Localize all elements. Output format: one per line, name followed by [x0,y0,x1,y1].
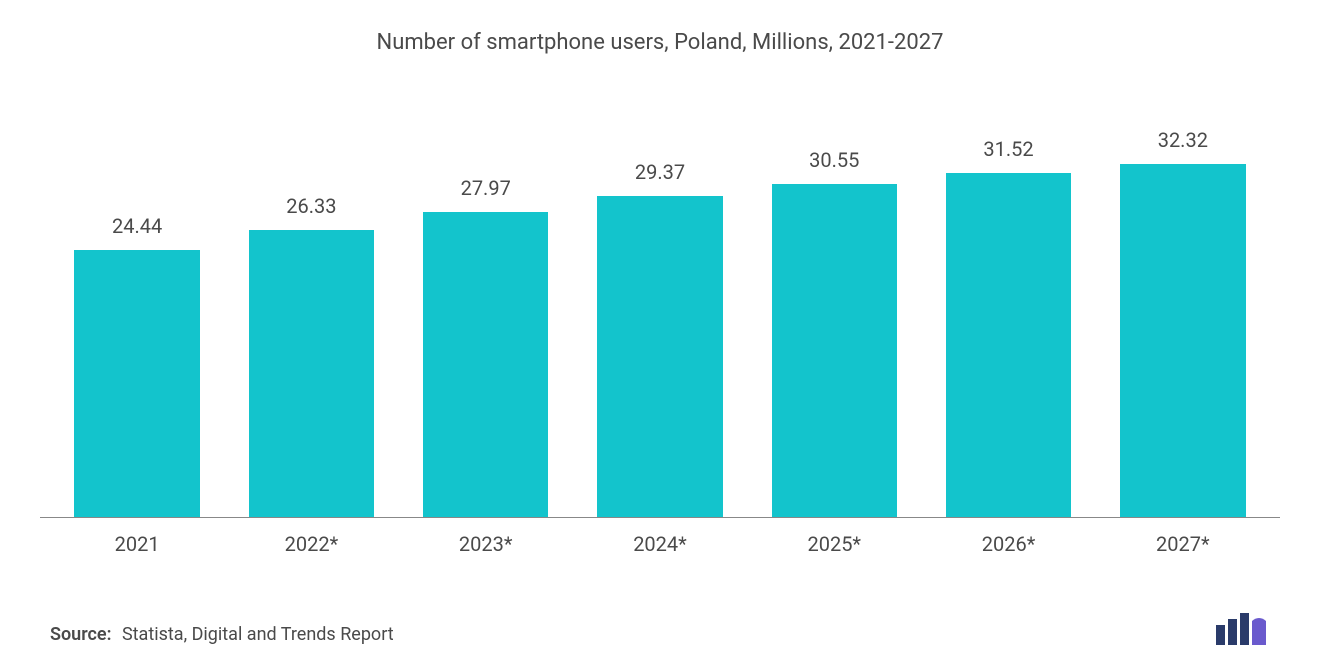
bar-value-label: 31.52 [983,137,1033,161]
chart-title: Number of smartphone users, Poland, Mill… [40,30,1280,55]
x-axis-label: 2022* [224,532,398,556]
x-axis-labels: 2021 2022* 2023* 2024* 2025* 2026* 2027* [40,526,1280,556]
x-axis-label: 2021 [50,532,224,556]
bar-group: 31.52 [921,95,1095,517]
bar [74,250,199,517]
x-axis-label: 2025* [747,532,921,556]
x-axis-label: 2023* [399,532,573,556]
bar-value-label: 24.44 [112,214,162,238]
bar-group: 24.44 [50,95,224,517]
bar-group: 27.97 [399,95,573,517]
x-axis-label: 2026* [921,532,1095,556]
mordor-logo-icon [1214,611,1270,645]
chart-plot-area: 24.44 26.33 27.97 29.37 30.55 31.52 32.3… [40,95,1280,518]
bar-value-label: 30.55 [809,148,859,172]
bar-group: 32.32 [1096,95,1270,517]
bar [946,173,1071,517]
x-axis-label: 2024* [573,532,747,556]
chart-container: Number of smartphone users, Poland, Mill… [0,0,1320,665]
source-citation: Source: Statista, Digital and Trends Rep… [50,624,394,645]
bar-group: 30.55 [747,95,921,517]
source-text: Statista, Digital and Trends Report [122,624,394,645]
bar-group: 29.37 [573,95,747,517]
bar [1120,164,1245,517]
bar-value-label: 27.97 [461,176,511,200]
bar [597,196,722,517]
bar-value-label: 29.37 [635,160,685,184]
source-label: Source: [50,624,112,645]
bar-value-label: 32.32 [1158,128,1208,152]
bar [249,230,374,517]
chart-footer: Source: Statista, Digital and Trends Rep… [40,611,1280,645]
bar [772,184,897,517]
bar-group: 26.33 [224,95,398,517]
bar-value-label: 26.33 [286,194,336,218]
bar [423,212,548,517]
x-axis-label: 2027* [1096,532,1270,556]
